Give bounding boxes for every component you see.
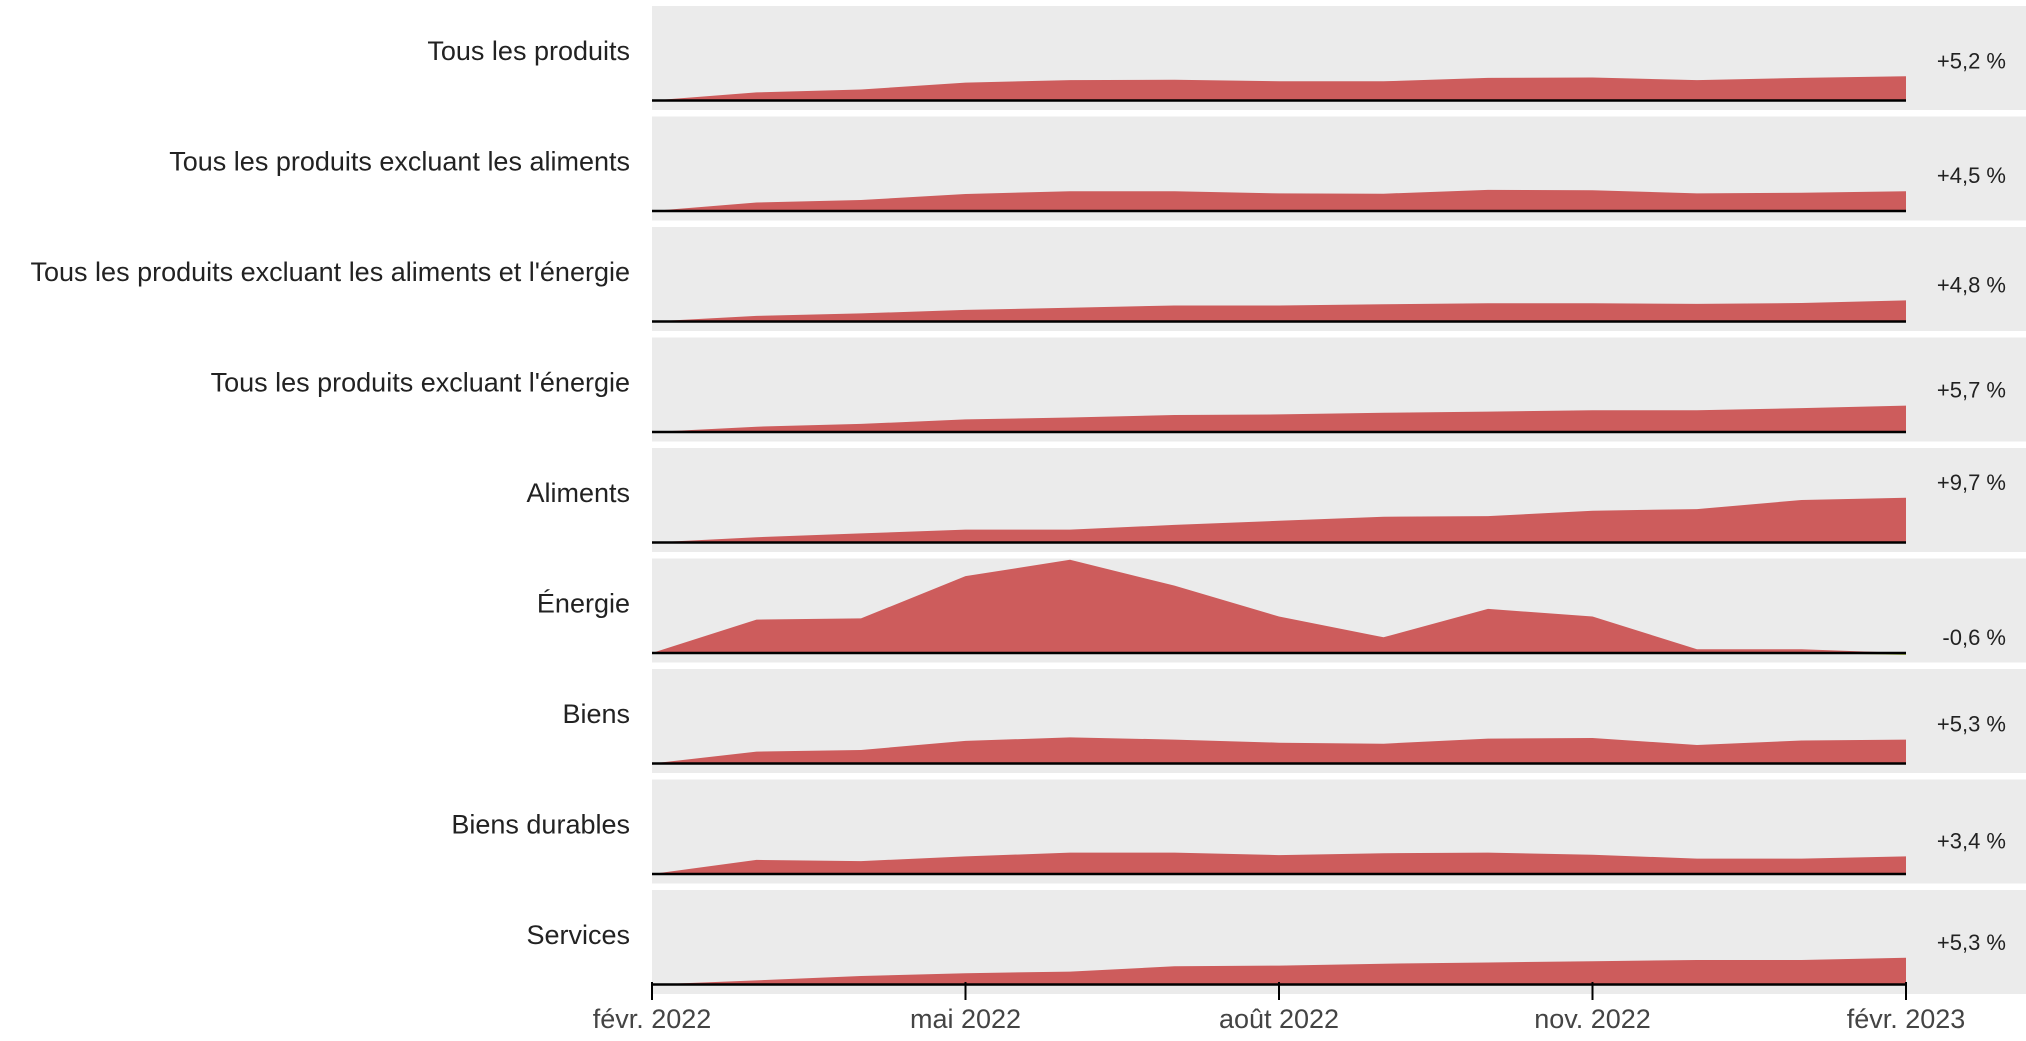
panel-aliments: Aliments +9,7 % xyxy=(526,448,2026,552)
x-tick-label: août 2022 xyxy=(1219,1004,1339,1034)
area-positive xyxy=(652,737,1906,764)
area-positive xyxy=(652,300,1906,322)
panel-energie: Énergie -0,6 % xyxy=(537,558,2026,663)
panel-tous-les-produits-excluant-l-energie: Tous les produits excluant l'énergie +5,7… xyxy=(211,337,2026,442)
panel-biens: Biens +5,3 % xyxy=(562,669,2026,773)
end-value-label: +5,3 % xyxy=(1937,930,2006,955)
area-positive xyxy=(652,852,1906,875)
area-positive xyxy=(652,405,1906,433)
area-positive xyxy=(652,497,1906,543)
panels: Tous les produits +5,2 %Tous les produits… xyxy=(31,6,2026,994)
end-value-label: -0,6 % xyxy=(1942,625,2006,650)
series-label: Biens xyxy=(562,699,630,729)
end-value-label: +5,7 % xyxy=(1937,378,2006,403)
panel-tous-les-produits-excluant-les-aliments-et-l-energie: Tous les produits excluant les aliments … xyxy=(31,227,2026,331)
end-value-label: +9,7 % xyxy=(1937,470,2006,495)
area-positive xyxy=(652,76,1906,101)
area-positive xyxy=(652,957,1906,985)
x-tick-label: févr. 2023 xyxy=(1847,1004,1966,1034)
series-label: Biens durables xyxy=(451,810,630,840)
panel-biens-durables: Biens durables +3,4 % xyxy=(451,779,2026,884)
series-label: Services xyxy=(526,920,630,950)
area-positive xyxy=(652,189,1906,212)
x-tick-label: mai 2022 xyxy=(910,1004,1021,1034)
end-value-label: +3,4 % xyxy=(1937,828,2006,853)
area-positive xyxy=(652,559,1906,654)
end-value-label: +4,8 % xyxy=(1937,272,2006,297)
panel-tous-les-produits-excluant-les-aliments: Tous les produits excluant les aliments +… xyxy=(169,116,2026,221)
x-tick-label: nov. 2022 xyxy=(1534,1004,1651,1034)
series-label: Tous les produits excluant l'énergie xyxy=(211,368,630,398)
end-value-label: +5,3 % xyxy=(1937,712,2006,737)
panel-tous-les-produits: Tous les produits +5,2 % xyxy=(427,6,2026,110)
end-value-label: +4,5 % xyxy=(1937,163,2006,188)
series-label: Tous les produits excluant les aliments … xyxy=(31,257,630,287)
series-label: Énergie xyxy=(537,589,630,619)
panel-services: Services +5,3 % xyxy=(526,890,2026,994)
x-axis: févr. 2022 mai 2022 août 2022 nov. 2022 févr… xyxy=(593,982,1966,1034)
x-tick-label: févr. 2022 xyxy=(593,1004,712,1034)
end-value-label: +5,2 % xyxy=(1937,48,2006,73)
series-label: Aliments xyxy=(526,478,630,508)
series-label: Tous les produits xyxy=(427,36,630,66)
series-label: Tous les produits excluant les aliments xyxy=(169,147,630,177)
